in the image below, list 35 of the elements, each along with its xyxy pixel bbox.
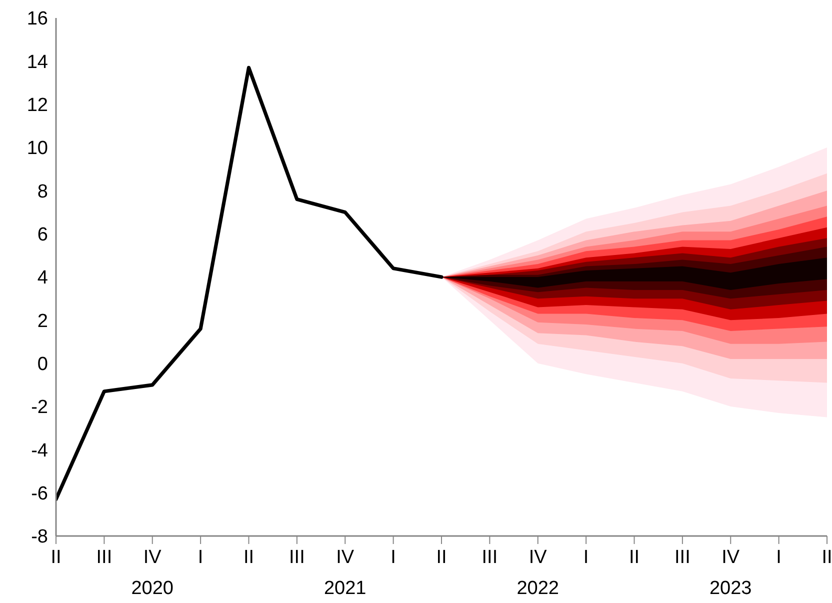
x-tick-label: III [482, 547, 498, 568]
y-tick-label: 0 [37, 354, 48, 376]
text: 2020 [131, 578, 174, 599]
y-tick-label: 2 [37, 310, 48, 332]
x-tick-label: II [822, 547, 832, 568]
x-tick-label: II [628, 547, 640, 568]
x-tick-label: I [198, 547, 204, 568]
text: 2021 [324, 578, 366, 599]
x-tick-label: III [289, 547, 305, 568]
line-series [56, 66, 444, 502]
y-tick-label: -8 [31, 526, 48, 548]
y-tick-label: 4 [37, 268, 48, 289]
x-tick-label: III [96, 547, 112, 568]
y-tick-label: -4 [31, 440, 48, 462]
y-tick-label: 6 [37, 224, 48, 246]
x-tick-label: I [583, 547, 589, 568]
x-tick-label: IV [336, 547, 354, 568]
text: 2022 [516, 578, 560, 599]
y-tick-label: 12 [26, 95, 48, 116]
y-tick-label: -6 [31, 484, 48, 505]
y-tick-label: 10 [26, 138, 48, 160]
x-tick-label: II [50, 547, 62, 568]
x-tick-label: III [674, 547, 690, 568]
y-tick-label: -2 [31, 397, 48, 418]
x-tick-label: IV [143, 547, 162, 568]
x-tick-label: I [390, 547, 396, 568]
x-tick-label: II [436, 547, 447, 568]
y-tick-label: 14 [26, 52, 48, 73]
x-tick-label: II [243, 547, 254, 568]
text: 2023 [709, 578, 752, 599]
x-tick-label: IV [528, 547, 548, 568]
x-tick-label: I [776, 547, 782, 568]
y-tick-label: 16 [26, 8, 48, 30]
y-tick-label: 8 [37, 181, 48, 202]
x-tick-label: IV [722, 547, 740, 568]
